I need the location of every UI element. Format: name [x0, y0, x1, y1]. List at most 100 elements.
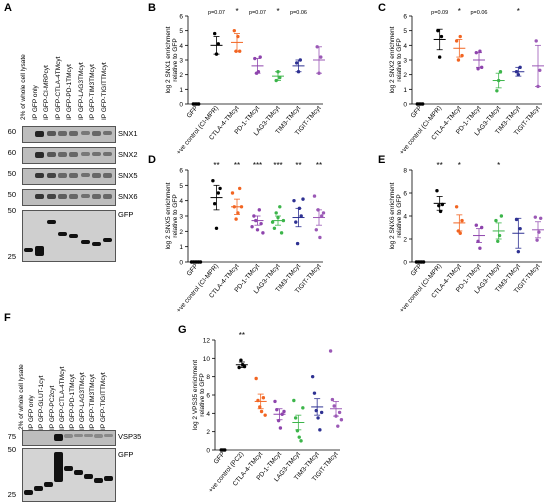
band: [35, 173, 45, 179]
y-axis-label: log 2 VPS35 enrichment: [192, 360, 199, 430]
band: [54, 452, 63, 482]
band: [104, 476, 113, 481]
data-point: [318, 235, 322, 240]
blot-strip: [22, 147, 116, 164]
data-point: [257, 208, 261, 212]
chart-b: B 0 1 2 3 4 5 6 log 2 SNX1 enrichment relative to…: [148, 2, 325, 156]
data-point: [320, 214, 324, 218]
band: [46, 220, 56, 224]
mw-marker: 50: [7, 206, 16, 215]
blot-strip: [22, 430, 116, 446]
data-point: [197, 102, 201, 106]
chart-g: G 0 2 4 6 8 10 12 log 2 VPS35 enrichment relative…: [178, 324, 344, 494]
y-tick-label: 2: [403, 237, 407, 244]
band: [46, 152, 56, 157]
x-tick-label: GFP: [410, 105, 424, 120]
data-point: [272, 226, 277, 230]
y-axis-label: relative to GFP: [199, 373, 206, 416]
y-tick-label: 0: [179, 260, 183, 267]
data-point: [332, 404, 336, 408]
band: [64, 466, 73, 471]
data-point: [337, 410, 342, 415]
data-point: [421, 260, 426, 264]
band: [80, 240, 90, 244]
mw-marker: 50: [7, 190, 16, 199]
y-tick-label: 6: [206, 393, 210, 400]
data-point: [198, 260, 203, 264]
data-point: [213, 202, 217, 206]
band: [74, 434, 83, 438]
y-tick-label: 8: [206, 374, 210, 381]
y-tick-label: 0: [206, 448, 210, 455]
significance-label: *: [276, 7, 279, 16]
data-point: [454, 205, 459, 209]
band: [35, 152, 45, 158]
data-point: [214, 226, 219, 230]
band: [46, 173, 56, 179]
x-tick-label: GFP: [410, 263, 424, 278]
y-tick-label: 4: [206, 411, 210, 418]
band: [94, 478, 103, 483]
band: [80, 152, 90, 157]
band: [44, 482, 53, 487]
y-tick-label: 4: [179, 43, 183, 50]
band: [64, 434, 73, 438]
blot-label: VSP35: [118, 432, 142, 441]
band: [57, 152, 67, 157]
blot-strip: [22, 126, 116, 143]
mw-marker: 25: [7, 252, 16, 261]
significance-label: **: [213, 161, 219, 170]
data-point: [213, 31, 217, 36]
data-point: [533, 215, 537, 219]
data-point: [478, 49, 482, 53]
data-point: [312, 391, 317, 395]
y-tick-label: 0: [403, 102, 407, 109]
data-point: [292, 198, 296, 203]
blot-label: SNX1: [118, 129, 138, 138]
data-point: [216, 42, 220, 46]
data-point: [261, 396, 266, 400]
data-point: [436, 28, 440, 33]
band: [69, 152, 79, 157]
y-tick-label: 5: [403, 28, 407, 35]
y-tick-label: 0: [179, 102, 183, 109]
x-tick-label: GFP: [213, 451, 227, 466]
data-point: [318, 428, 322, 432]
panel-letter: C: [378, 2, 386, 14]
y-axis-label: relative to GFP: [396, 194, 403, 237]
band: [103, 194, 113, 199]
chart-c: C 0 1 2 3 4 5 6 log 2 SNX2 enrichment relative to…: [378, 2, 544, 156]
band: [57, 194, 67, 199]
band: [104, 434, 113, 438]
y-tick-label: 12: [203, 338, 211, 345]
y-tick-label: 3: [179, 214, 183, 221]
band: [69, 131, 79, 136]
y-tick-label: 6: [403, 14, 407, 21]
data-point: [273, 399, 277, 404]
band: [46, 194, 56, 200]
band: [34, 486, 43, 491]
x-tick-label: GFP: [186, 263, 200, 278]
data-point: [301, 406, 305, 410]
significance-label: p=0.09: [431, 10, 448, 16]
band: [69, 234, 79, 238]
band: [80, 194, 90, 199]
data-point: [274, 211, 278, 215]
significance-label: p=0.07: [249, 10, 266, 16]
y-tick-label: 1: [179, 87, 183, 94]
data-point: [299, 439, 303, 443]
significance-label: *: [458, 7, 461, 16]
significance-label: p=0.06: [471, 10, 488, 16]
band: [54, 434, 63, 441]
y-tick-label: 3: [403, 58, 407, 65]
significance-label: ***: [273, 161, 282, 170]
y-axis-label: log 2 SNX6 enrichment: [389, 182, 396, 249]
data-point: [460, 53, 464, 58]
panel-letter: B: [148, 2, 156, 14]
data-point: [495, 89, 499, 93]
band: [91, 173, 101, 178]
y-tick-label: 2: [179, 72, 183, 79]
band: [91, 131, 101, 136]
band: [74, 470, 83, 475]
significance-label: p=0.06: [290, 10, 307, 16]
